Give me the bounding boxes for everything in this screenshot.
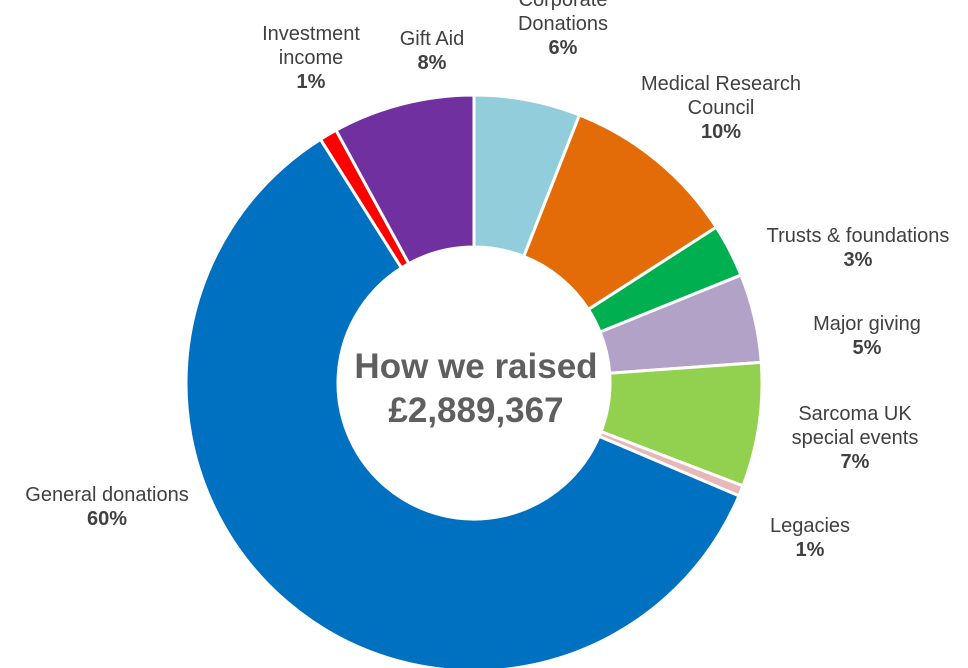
slice-percent: 1% bbox=[297, 71, 326, 93]
slice-percent: 7% bbox=[841, 451, 870, 473]
slice-percent: 3% bbox=[844, 249, 873, 271]
slice-percent: 1% bbox=[796, 539, 825, 561]
slice-label: Legacies bbox=[770, 515, 850, 537]
center-title-line-2: £2,889,367 bbox=[388, 391, 563, 430]
slice-label: Major giving bbox=[813, 313, 921, 335]
slice-label: Trusts & foundations bbox=[767, 225, 950, 247]
slice-gift-aid bbox=[333, 93, 476, 266]
slice-label: Corporate bbox=[519, 0, 608, 11]
slice-percent: 5% bbox=[853, 337, 882, 359]
slice-percent: 8% bbox=[418, 52, 447, 74]
slice-general-donations bbox=[184, 137, 741, 668]
slice-label: General donations bbox=[25, 484, 188, 506]
slice-percent: 6% bbox=[549, 37, 578, 59]
slice-percent: 10% bbox=[701, 121, 741, 143]
slice-label: income bbox=[279, 47, 343, 69]
slice-label: special events bbox=[792, 427, 919, 449]
slice-label: Sarcoma UK bbox=[798, 403, 912, 425]
slice-label: Gift Aid bbox=[400, 28, 464, 50]
slice-percent: 60% bbox=[87, 508, 127, 530]
slice-label: Medical Research bbox=[641, 73, 801, 95]
slice-label: Investment bbox=[262, 23, 360, 45]
slice-label: Council bbox=[688, 97, 755, 119]
slice-label: Donations bbox=[518, 13, 608, 35]
center-title-line-1: How we raised bbox=[354, 347, 597, 386]
